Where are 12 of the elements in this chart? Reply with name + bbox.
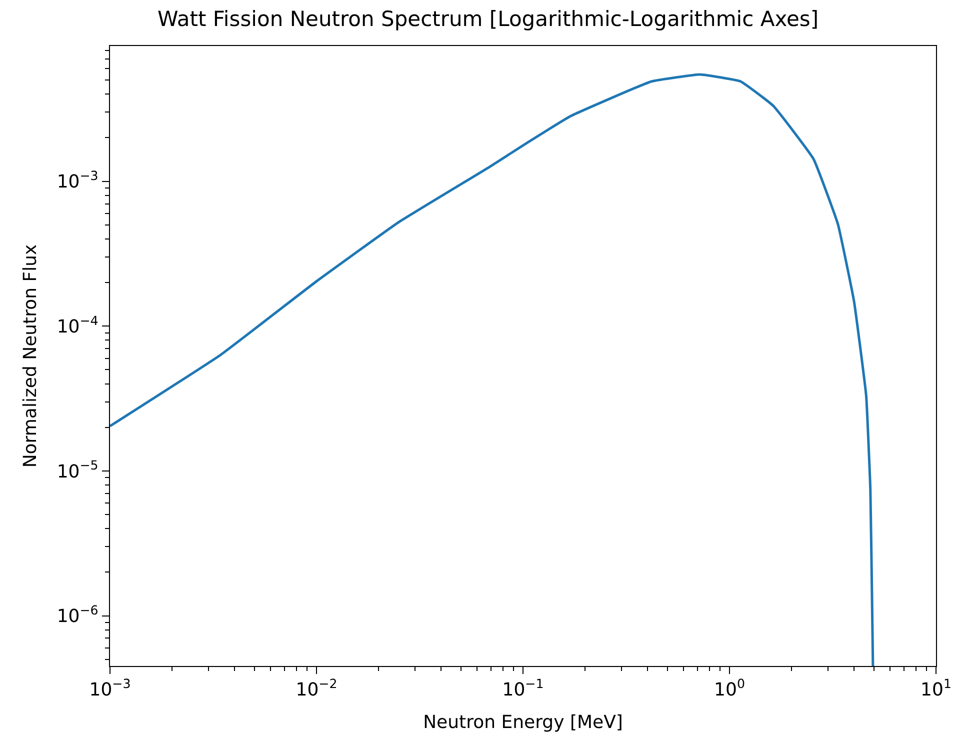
x-tick-label: 10$^{−3}$	[89, 676, 131, 701]
x-tick-label: 10$^{−2}$	[296, 676, 338, 701]
y-tick-label: 10$^{−3}$	[56, 168, 98, 193]
x-tick-label: 10$^{1}$	[920, 676, 952, 701]
chart-title: Watt Fission Neutron Spectrum [Logarithmic-Logarithmic Axes]	[157, 6, 819, 31]
x-axis-title: Neutron Energy [MeV]	[423, 712, 623, 733]
y-axis-title: Normalized Neutron Flux	[20, 244, 42, 468]
y-tick-label: 10$^{−6}$	[56, 602, 98, 628]
x-tick-label: 10$^{−1}$	[502, 676, 544, 701]
x-tick-label: 10$^{0}$	[714, 676, 745, 701]
y-tick-label: 10$^{−5}$	[56, 458, 98, 482]
y-tick-label: 10$^{−4}$	[56, 312, 98, 338]
